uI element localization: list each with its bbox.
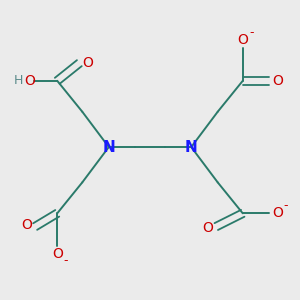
Text: O: O xyxy=(22,218,32,232)
Text: O: O xyxy=(272,74,283,88)
Text: -: - xyxy=(63,254,68,268)
Text: -: - xyxy=(283,199,288,212)
Text: O: O xyxy=(24,74,35,88)
Text: O: O xyxy=(237,33,248,47)
Text: O: O xyxy=(202,221,213,235)
Text: O: O xyxy=(52,247,63,261)
Text: -: - xyxy=(249,26,254,39)
Text: N: N xyxy=(185,140,198,154)
Text: H: H xyxy=(14,74,23,87)
Text: N: N xyxy=(102,140,115,154)
Text: O: O xyxy=(272,206,283,220)
Text: O: O xyxy=(82,56,93,70)
